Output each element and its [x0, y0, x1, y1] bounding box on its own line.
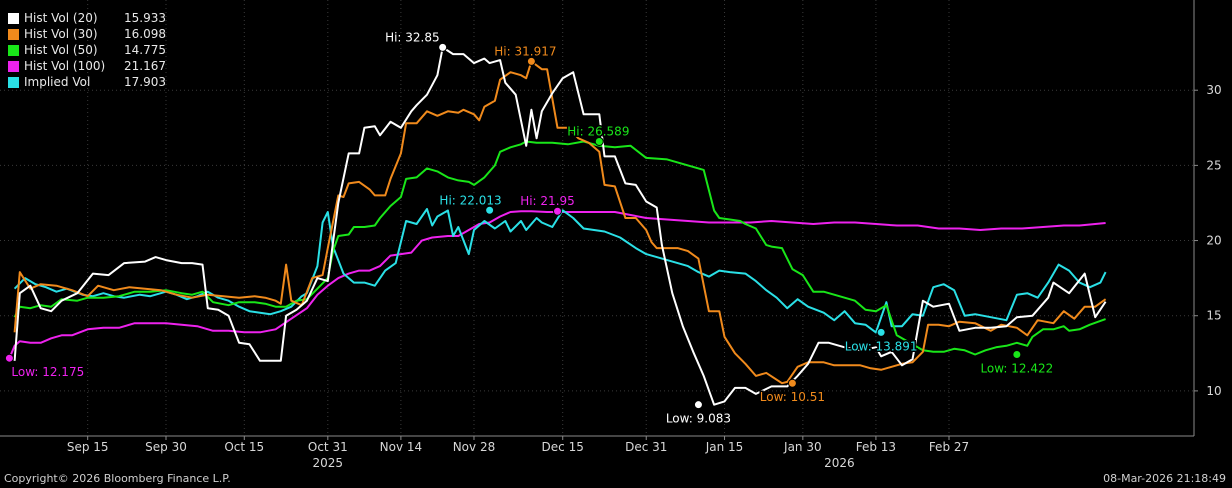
copyright-text: Copyright© 2026 Bloomberg Finance L.P. [4, 472, 231, 485]
extreme-marker [787, 378, 797, 388]
legend-item-implied-vol: Implied Vol 17.903 [8, 74, 166, 90]
extreme-marker [1012, 349, 1022, 359]
x-tick-label: Feb 13 [856, 440, 896, 454]
legend-swatch [8, 12, 19, 24]
x-tick-label: Jan 30 [783, 440, 822, 454]
x-tick-label: Oct 31 [308, 440, 348, 454]
x-tick-label: Feb 27 [929, 440, 969, 454]
extreme-marker [693, 400, 703, 410]
extreme-marker [4, 353, 14, 363]
legend-item-hist-vol-30: Hist Vol (30) 16.098 [8, 26, 166, 42]
annotation-label: Hi: 22.013 [439, 193, 501, 207]
x-tick-label: Dec 31 [625, 440, 667, 454]
legend-swatch [8, 76, 19, 88]
x-tick-label: Dec 15 [542, 440, 584, 454]
x-tick-label: Oct 15 [224, 440, 264, 454]
legend-value: 14.775 [124, 43, 166, 57]
marker-layer [4, 42, 1022, 410]
annotation-layer: Hi: 32.85 Hi: 31.917 Hi: 26.589 Hi: 22.013 H… [10, 29, 1055, 427]
grid-lines [0, 0, 1194, 436]
y-tick-label: 10 [1206, 384, 1221, 398]
legend-item-hist-vol-50: Hist Vol (50) 14.775 [8, 42, 166, 58]
x-year-label: 2026 [824, 456, 855, 470]
annotation-label: Low: 12.175 [11, 365, 84, 379]
annotation-label: Low: 10.51 [760, 390, 825, 404]
x-tick-label: Jan 15 [705, 440, 744, 454]
x-tick-label: Sep 30 [145, 440, 187, 454]
extreme-marker [594, 136, 604, 146]
annotation-label: Low: 13.891 [845, 339, 918, 353]
legend-swatch [8, 28, 19, 40]
legend-value: 17.903 [124, 75, 166, 89]
legend-label: Hist Vol (100) [24, 59, 106, 73]
extreme-marker [438, 42, 448, 52]
legend-label: Hist Vol (50) [24, 43, 98, 57]
x-tick-label: Nov 14 [380, 440, 423, 454]
legend-value: 21.167 [124, 59, 166, 73]
timestamp: 08-Mar-2026 21:18:49 [1103, 472, 1226, 485]
series-line-hist-vol-50 [13, 140, 1106, 356]
annotation-label: Low: 9.083 [666, 412, 731, 426]
legend-value: 16.098 [124, 27, 166, 41]
legend-item-hist-vol-100: Hist Vol (100) 21.167 [8, 58, 166, 74]
y-tick-label: 15 [1206, 309, 1221, 323]
extreme-marker [485, 205, 495, 215]
annotation-label: Hi: 21.95 [520, 194, 575, 208]
y-tick-label: 25 [1206, 158, 1221, 172]
y-tick-label: 30 [1206, 83, 1221, 97]
footer: Copyright© 2026 Bloomberg Finance L.P. 0… [0, 470, 1232, 488]
series-line-hist-vol-100 [8, 210, 1106, 359]
legend-label: Implied Vol [24, 75, 91, 89]
extreme-marker [552, 206, 562, 216]
legend-value: 15.933 [124, 11, 166, 25]
x-tick-label: Nov 28 [453, 440, 496, 454]
annotation-label: Hi: 32.85 [385, 30, 440, 44]
legend-label: Hist Vol (20) [24, 11, 98, 25]
annotation-label: Low: 12.422 [980, 361, 1053, 375]
legend-item-hist-vol-20: Hist Vol (20) 15.933 [8, 10, 166, 26]
series-layer [8, 46, 1107, 406]
x-tick-label: Sep 15 [67, 440, 109, 454]
x-year-label: 2025 [313, 456, 344, 470]
annotation-label: Hi: 31.917 [494, 44, 556, 58]
legend-label: Hist Vol (30) [24, 27, 98, 41]
legend-swatch [8, 44, 19, 56]
series-line-hist-vol-20 [13, 46, 1107, 406]
extreme-marker [526, 56, 536, 66]
extreme-marker [876, 327, 886, 337]
legend-swatch [8, 60, 19, 72]
y-tick-label: 20 [1206, 234, 1221, 248]
legend: Hist Vol (20) 15.933 Hist Vol (30) 16.09… [8, 10, 166, 90]
annotation-label: Hi: 26.589 [567, 124, 629, 138]
